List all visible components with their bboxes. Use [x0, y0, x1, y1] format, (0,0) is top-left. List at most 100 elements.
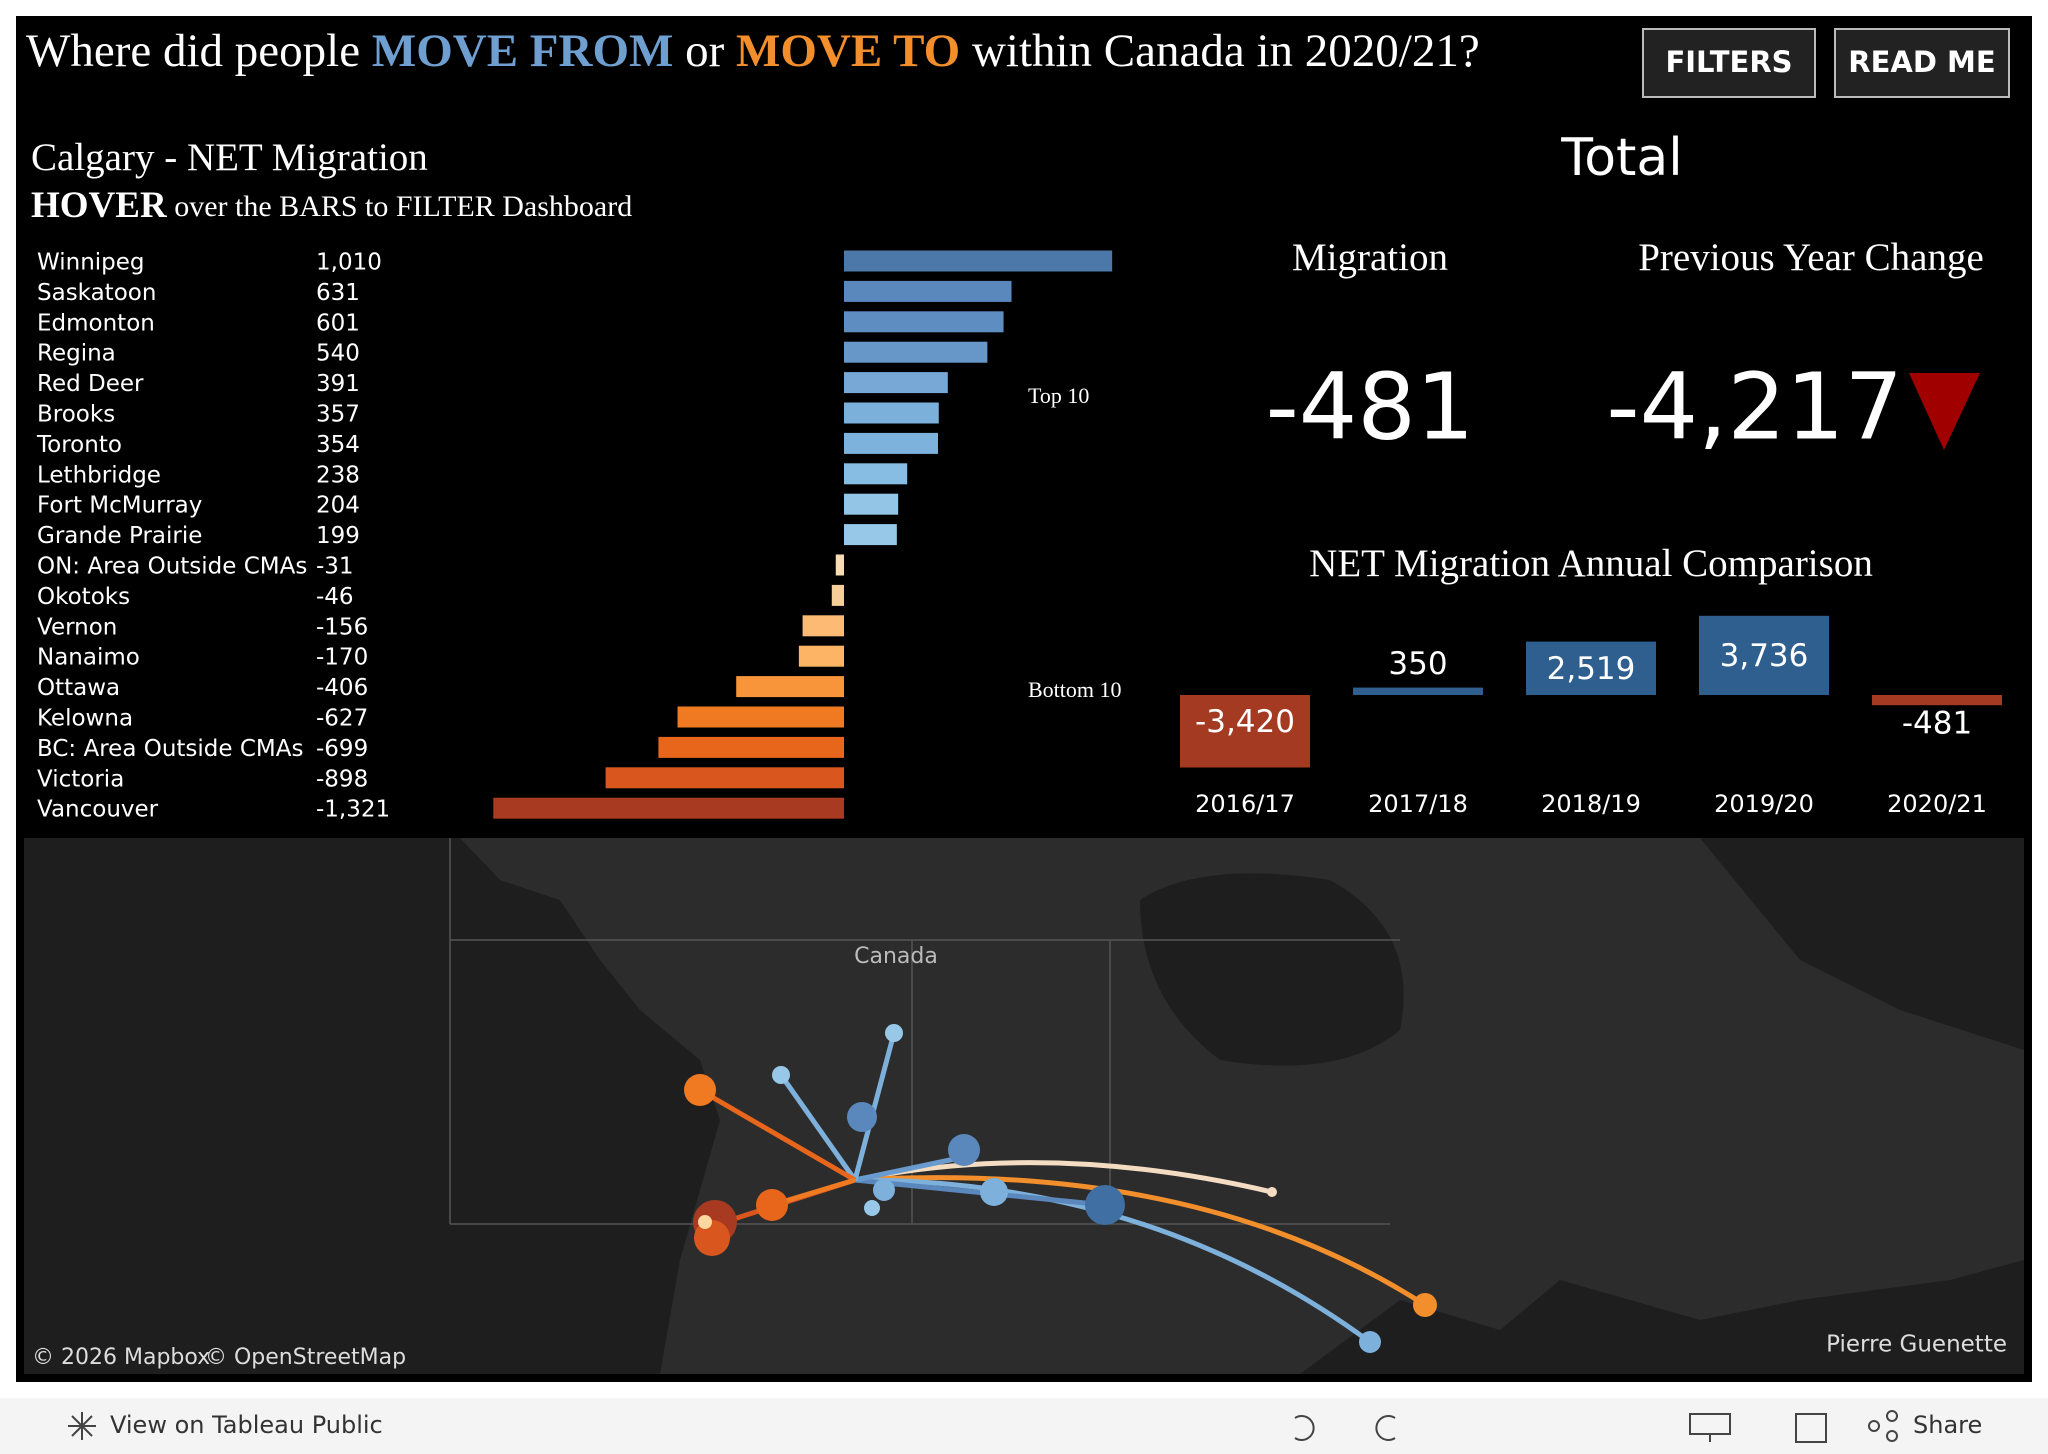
- value-label: 391: [316, 371, 360, 397]
- bar: [844, 402, 939, 424]
- group-label: Bottom 10: [1028, 677, 1122, 702]
- annual-bar: [1872, 695, 2002, 706]
- value-label: 540: [316, 341, 360, 367]
- kpi-header: Migration: [1292, 236, 1448, 279]
- category-label: Toronto: [36, 432, 122, 458]
- bar: [844, 493, 899, 515]
- annual-value-label: -3,420: [1195, 704, 1295, 740]
- annual-value-label: 2,519: [1547, 651, 1636, 687]
- bar: [658, 736, 844, 758]
- title-part: MOVE FROM: [372, 25, 674, 77]
- annual-value-label: 350: [1388, 646, 1447, 682]
- panel-title: Calgary - NET Migration: [31, 136, 428, 179]
- annual-bar: [1526, 641, 1656, 695]
- view-link[interactable]: View on Tableau Public: [110, 1411, 383, 1439]
- share-button[interactable]: Share: [1913, 1411, 1982, 1439]
- category-label: Okotoks: [37, 584, 130, 610]
- value-label: -1,321: [316, 797, 390, 823]
- category-label: Ottawa: [37, 675, 120, 701]
- map: Canada © 2026 Mapbox © OpenStreetMap Pie…: [24, 838, 2024, 1374]
- bar: [802, 615, 844, 637]
- toolbar-icon: [68, 1410, 1898, 1443]
- map-attribution[interactable]: © OpenStreetMap: [205, 1345, 406, 1370]
- value-label: 354: [316, 432, 360, 458]
- category-label: Saskatoon: [37, 280, 156, 306]
- value-label: -898: [316, 766, 368, 792]
- page-title: Where did people MOVE FROM or MOVE TO wi…: [26, 25, 1480, 77]
- annual-bar: [1180, 695, 1310, 768]
- readme-button[interactable]: READ ME: [1834, 28, 2010, 98]
- bar: [493, 797, 844, 819]
- category-label: Edmonton: [37, 310, 155, 336]
- bar: [835, 554, 844, 576]
- kpi-value: -4,217: [1606, 353, 1903, 460]
- value-label: 199: [316, 523, 360, 549]
- bar: [605, 767, 844, 789]
- category-label: Brooks: [37, 402, 115, 428]
- category-label: Kelowna: [37, 706, 133, 732]
- value-label: -31: [316, 554, 354, 580]
- annual-value-label: -481: [1902, 706, 1972, 742]
- value-label: 238: [316, 462, 360, 488]
- map-credit: Pierre Guenette: [1826, 1332, 2007, 1358]
- bar: [844, 524, 897, 546]
- bar: [831, 584, 844, 606]
- category-label: Winnipeg: [37, 250, 145, 276]
- value-label: -46: [316, 584, 354, 610]
- map-label: Canada: [854, 944, 938, 969]
- button-label[interactable]: READ ME: [1848, 45, 1995, 79]
- annual-bar: [1699, 615, 1829, 695]
- value-label: 204: [316, 493, 360, 519]
- annual-category-label: 2020/21: [1887, 790, 1987, 818]
- kpi-header: Previous Year Change: [1638, 236, 1984, 279]
- down-indicator: [1909, 373, 1980, 450]
- panel-subtitle: HOVER over the BARS to FILTER Dashboard: [31, 185, 632, 226]
- value-label: -170: [316, 645, 368, 671]
- filters-button[interactable]: FILTERS: [1642, 28, 1816, 98]
- value-label: 357: [316, 402, 360, 428]
- bar: [798, 645, 844, 667]
- category-label: Grande Prairie: [37, 523, 202, 549]
- value-label: -627: [316, 706, 368, 732]
- category-label: Lethbridge: [37, 462, 161, 488]
- bar: [677, 706, 844, 728]
- category-label: BC: Area Outside CMAs: [37, 736, 304, 762]
- bar: [844, 463, 908, 485]
- annual-category-label: 2019/20: [1714, 790, 1814, 818]
- bar: [844, 341, 988, 363]
- value-label: -156: [316, 614, 368, 640]
- value-label: 1,010: [316, 250, 382, 276]
- bar: [844, 432, 938, 454]
- group-label: Top 10: [1028, 383, 1089, 408]
- value-label: 601: [316, 310, 360, 336]
- annual-category-label: 2017/18: [1368, 790, 1468, 818]
- category-label: Nanaimo: [37, 645, 140, 671]
- value-label: 631: [316, 280, 360, 306]
- toolbar: [0, 1398, 2048, 1454]
- button-label[interactable]: FILTERS: [1665, 45, 1792, 79]
- subtitle-text: over the BARS to FILTER Dashboard: [174, 190, 632, 223]
- bar: [844, 372, 948, 394]
- annual-category-label: 2018/19: [1541, 790, 1641, 818]
- category-label: Red Deer: [37, 371, 144, 397]
- category-label: Regina: [37, 341, 116, 367]
- total-title: Total: [1560, 128, 1682, 188]
- map-attribution[interactable]: © 2026 Mapbox: [32, 1345, 210, 1370]
- kpi-value: -481: [1266, 353, 1475, 460]
- annual-category-label: 2016/17: [1195, 790, 1295, 818]
- annual-bar: [1353, 687, 1483, 695]
- title-part: MOVE TO: [736, 25, 960, 77]
- bar: [844, 311, 1004, 333]
- category-label: Victoria: [37, 766, 124, 792]
- title-part: Where did people: [26, 25, 360, 77]
- title-part: or: [685, 25, 725, 77]
- value-label: -699: [316, 736, 368, 762]
- title-part: within Canada in 2020/21?: [972, 25, 1480, 77]
- bar: [736, 676, 844, 698]
- category-label: Vancouver: [37, 797, 159, 823]
- annual-title: NET Migration Annual Comparison: [1309, 542, 1873, 585]
- annual-value-label: 3,736: [1720, 638, 1809, 674]
- category-label: Vernon: [37, 614, 117, 640]
